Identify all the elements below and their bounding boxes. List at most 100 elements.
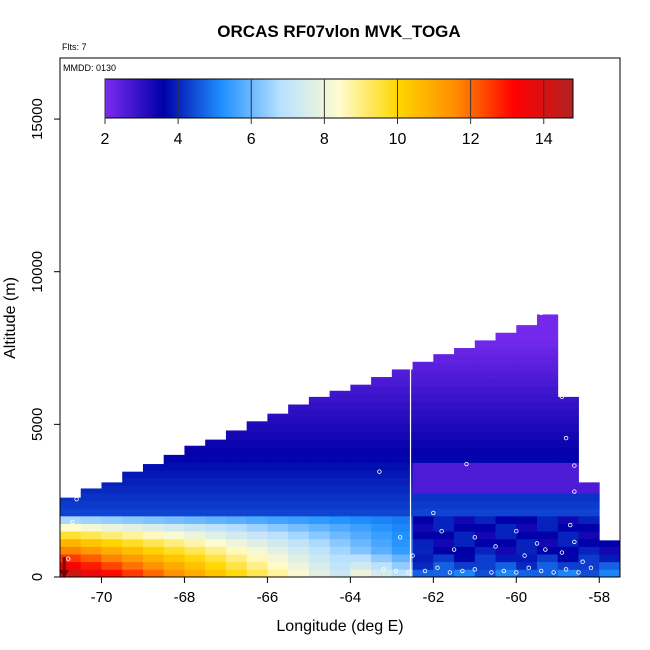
heatmap-cell bbox=[516, 485, 538, 494]
heatmap-cell bbox=[80, 538, 102, 547]
sample-point bbox=[460, 568, 465, 574]
heatmap-cell bbox=[578, 523, 600, 532]
heatmap-cell bbox=[350, 546, 372, 555]
heatmap-cell bbox=[350, 523, 372, 532]
heatmap-cell bbox=[163, 454, 185, 463]
heatmap-cell bbox=[184, 554, 206, 563]
heatmap-cell bbox=[557, 493, 579, 502]
heatmap-cell bbox=[474, 401, 496, 410]
heatmap-cell bbox=[412, 424, 434, 433]
heatmap-cell bbox=[308, 508, 331, 517]
heatmap-cell bbox=[454, 424, 476, 433]
heatmap-cell bbox=[578, 485, 600, 494]
heatmap-cell bbox=[142, 493, 165, 502]
heatmap-cell bbox=[557, 561, 579, 570]
heatmap-cell bbox=[184, 569, 206, 578]
heatmap-cell bbox=[225, 538, 248, 547]
heatmap-cell bbox=[474, 416, 496, 425]
heatmap-cell bbox=[329, 390, 351, 395]
heatmap-cell bbox=[225, 515, 248, 524]
heatmap-cell bbox=[329, 485, 351, 494]
heatmap-cell bbox=[516, 363, 538, 372]
x-tick-label: -66 bbox=[257, 589, 279, 606]
heatmap-cell bbox=[350, 477, 372, 486]
heatmap-cell bbox=[474, 538, 496, 547]
heatmap-cell bbox=[391, 561, 413, 570]
sample-point bbox=[422, 568, 428, 574]
heatmap-cell bbox=[433, 523, 455, 532]
heatmap-cell bbox=[225, 477, 248, 486]
heatmap-cell bbox=[391, 454, 413, 463]
start-arrow-head bbox=[59, 570, 70, 578]
heatmap-cell bbox=[537, 477, 559, 486]
heatmap-cell bbox=[308, 396, 331, 402]
heatmap-cell bbox=[205, 439, 227, 448]
heatmap-cell bbox=[454, 485, 476, 494]
heatmap-cell bbox=[142, 531, 165, 540]
heatmap-cell bbox=[288, 409, 310, 418]
heatmap-cell bbox=[371, 439, 393, 448]
heatmap-cell bbox=[537, 546, 559, 555]
heatmap-cell bbox=[122, 561, 144, 570]
heatmap-cell bbox=[350, 431, 372, 441]
heatmap-cell bbox=[391, 462, 413, 471]
colorbar-tick-label: 4 bbox=[174, 131, 183, 148]
heatmap-cell bbox=[267, 485, 289, 494]
heatmap-cell bbox=[163, 493, 185, 502]
heatmap-cell bbox=[454, 477, 476, 486]
heatmap-cell bbox=[80, 493, 102, 502]
heatmap-cell bbox=[391, 386, 413, 395]
heatmap-cell bbox=[412, 515, 434, 524]
heatmap-cell bbox=[246, 531, 268, 540]
colorbar-ticks: 2 4 6 8 10 12 14 bbox=[101, 79, 553, 148]
heatmap-cell bbox=[205, 508, 227, 517]
heatmap-cell bbox=[495, 462, 517, 471]
heatmap-cell bbox=[267, 569, 289, 578]
heatmap-cell bbox=[371, 523, 393, 532]
heatmap-cell bbox=[288, 424, 310, 433]
heatmap-cell bbox=[557, 508, 579, 517]
heatmap-cell bbox=[246, 493, 268, 502]
heatmap-cell bbox=[350, 538, 372, 547]
heatmap-cell bbox=[267, 454, 289, 463]
heatmap-cell bbox=[350, 401, 372, 410]
colorbar-tick-label: 2 bbox=[101, 131, 110, 148]
heatmap-cell bbox=[516, 401, 538, 410]
heatmap-cell bbox=[537, 386, 559, 395]
heatmap-cell bbox=[412, 462, 434, 471]
heatmap-cell bbox=[433, 370, 455, 379]
heatmap-cell bbox=[350, 531, 372, 540]
heatmap-cell bbox=[205, 462, 227, 471]
heatmap-cell bbox=[454, 531, 476, 540]
heatmap-cell bbox=[537, 424, 559, 433]
heatmap-cell bbox=[267, 439, 289, 448]
heatmap-cell bbox=[474, 523, 496, 532]
heatmap-cell bbox=[288, 493, 310, 502]
sample-point bbox=[66, 556, 71, 561]
heatmap-cell bbox=[350, 447, 372, 456]
heatmap-cell bbox=[495, 470, 517, 479]
heatmap-cell bbox=[288, 554, 310, 563]
heatmap-cell bbox=[412, 361, 434, 364]
heatmap-cell bbox=[205, 477, 227, 486]
heatmap-cell bbox=[205, 515, 227, 524]
heatmap-cell bbox=[516, 409, 538, 418]
heatmap-cell bbox=[454, 355, 476, 364]
x-tick-label: -68 bbox=[174, 589, 196, 606]
heatmap-cell bbox=[142, 508, 165, 517]
heatmap-cell bbox=[474, 370, 496, 379]
heatmap-cell bbox=[246, 462, 268, 471]
heatmap-cell bbox=[474, 409, 496, 418]
heatmap-cell bbox=[246, 454, 268, 463]
heatmap-cell bbox=[205, 523, 227, 532]
heatmap-cell bbox=[599, 540, 621, 547]
heatmap-cell bbox=[371, 546, 393, 555]
heatmap-cell bbox=[557, 477, 579, 486]
heatmap-cell bbox=[163, 462, 185, 471]
heatmap-cell bbox=[433, 531, 455, 540]
heatmap-cell bbox=[184, 561, 206, 570]
heatmap-cell bbox=[433, 363, 455, 372]
heatmap-cell bbox=[454, 569, 476, 578]
heatmap-cell bbox=[288, 515, 310, 524]
heatmap-cell bbox=[454, 401, 476, 410]
